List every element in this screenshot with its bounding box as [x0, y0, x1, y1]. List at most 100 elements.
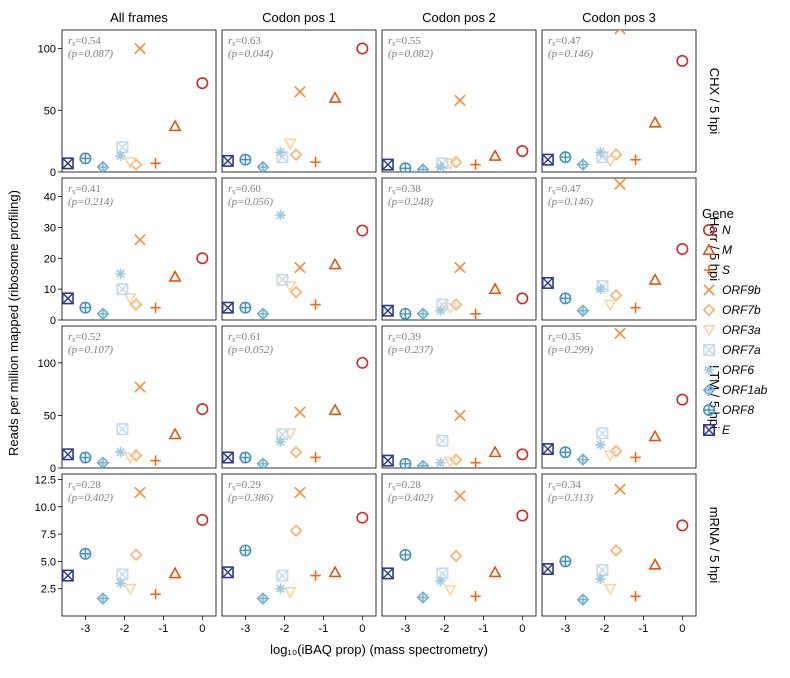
col-title: Codon pos 3: [582, 10, 656, 25]
panel: 050100rs=0.54(p=0.087): [38, 30, 216, 179]
row-title: CHX / 5 hpi: [707, 68, 722, 135]
legend-item: ORF7a: [704, 343, 761, 357]
legend-item: ORF7b: [704, 303, 761, 317]
x-tick-label: -1: [318, 623, 328, 635]
y-axis-label: Reads per million mapped (ribosome profi…: [6, 190, 21, 456]
panel: -3-2-10rs=0.29(p=0.386): [222, 474, 376, 635]
p-annotation: (p=0.299): [548, 344, 593, 356]
r-annotation: rs=0.61: [228, 331, 261, 344]
x-tick-label: -3: [241, 623, 251, 635]
x-tick-label: -1: [158, 623, 168, 635]
x-tick-label: -3: [81, 623, 91, 635]
legend-label: ORF7a: [722, 343, 761, 357]
y-tick-label: 0: [50, 167, 56, 179]
x-tick-label: -1: [638, 623, 648, 635]
p-annotation: (p=0.082): [388, 48, 433, 60]
legend-label: ORF7b: [722, 303, 761, 317]
p-annotation: (p=0.087): [68, 48, 113, 60]
y-tick-label: 50: [44, 105, 56, 117]
legend-label: ORF3a: [722, 323, 761, 337]
panel: rs=0.60(p=0.056): [222, 178, 376, 320]
r-annotation: rs=0.63: [228, 35, 261, 48]
panel: 0 50 100 rs=0.52(p=0.107): [38, 326, 216, 475]
r-annotation: rs=0.38: [388, 183, 421, 196]
panel: rs=0.63(p=0.044): [222, 30, 376, 172]
legend-label: ORF9b: [722, 283, 761, 297]
legend-item: ORF3a: [704, 323, 761, 337]
panel: 2.5 5.0 7.5 10.0 12.5 -3 -2 -1 0 rs=0.28(p=0.402): [35, 474, 216, 635]
panel: rs=0.38(p=0.248): [382, 178, 536, 320]
col-title: Codon pos 2: [422, 10, 496, 25]
panel: rs=0.47(p=0.146): [542, 178, 696, 320]
p-annotation: (p=0.237): [388, 344, 433, 356]
y-tick-label: 7.5: [41, 529, 56, 541]
r-annotation: rs=0.47: [548, 35, 581, 48]
panel: -3-2-10rs=0.34(p=0.313): [542, 474, 696, 635]
x-tick-label: -2: [119, 623, 129, 635]
y-tick-label: 30: [44, 222, 56, 234]
p-annotation: (p=0.214): [68, 196, 113, 208]
x-tick-label: 0: [359, 623, 365, 635]
legend-label: E: [722, 423, 731, 437]
p-annotation: (p=0.402): [388, 492, 433, 504]
panel: rs=0.61(p=0.052): [222, 326, 376, 469]
y-tick-label: 12.5: [35, 474, 56, 486]
panel: rs=0.39(p=0.237): [382, 326, 536, 471]
p-annotation: (p=0.146): [548, 196, 593, 208]
x-tick-label: 0: [679, 623, 685, 635]
legend-label: N: [722, 223, 731, 237]
y-tick-label: 20: [44, 253, 56, 265]
p-annotation: (p=0.146): [548, 48, 593, 60]
legend-label: M: [722, 243, 732, 257]
row-title: mRNA / 5 hpi: [707, 507, 722, 584]
p-annotation: (p=0.313): [548, 492, 593, 504]
y-tick-label: 100: [38, 358, 56, 370]
r-annotation: rs=0.52: [68, 331, 101, 344]
y-tick-label: 0: [50, 463, 56, 475]
y-tick-label: 10: [44, 284, 56, 296]
y-tick-label: 2.5: [41, 584, 56, 596]
r-annotation: rs=0.28: [68, 479, 101, 492]
legend-item: ORF8: [704, 403, 755, 417]
p-annotation: (p=0.248): [388, 196, 433, 208]
y-tick-label: 40: [44, 192, 56, 204]
x-axis-label: log₁₀(iBAQ prop) (mass spectrometry): [270, 642, 488, 657]
p-annotation: (p=0.052): [228, 344, 273, 356]
y-tick-label: 0: [50, 315, 56, 327]
legend-label: ORF6: [722, 363, 754, 377]
legend-item: ORF9b: [704, 283, 761, 297]
x-tick-label: -2: [439, 623, 449, 635]
p-annotation: (p=0.107): [68, 344, 113, 356]
x-tick-label: 0: [199, 623, 205, 635]
x-tick-label: -1: [478, 623, 488, 635]
p-annotation: (p=0.386): [228, 492, 273, 504]
r-annotation: rs=0.39: [388, 331, 421, 344]
p-annotation: (p=0.402): [68, 492, 113, 504]
r-annotation: rs=0.35: [548, 331, 581, 344]
p-annotation: (p=0.056): [228, 196, 273, 208]
y-tick-label: 10.0: [35, 502, 56, 514]
legend-label: ORF8: [722, 403, 754, 417]
x-tick-label: 0: [519, 623, 525, 635]
y-tick-label: 100: [38, 44, 56, 56]
col-title: Codon pos 1: [262, 10, 336, 25]
y-tick-label: 5.0: [41, 556, 56, 568]
panel: rs=0.35(p=0.299): [542, 326, 696, 468]
r-annotation: rs=0.60: [228, 183, 261, 196]
r-annotation: rs=0.47: [548, 183, 581, 196]
r-annotation: rs=0.28: [388, 479, 421, 492]
r-annotation: rs=0.55: [388, 35, 421, 48]
panel: 0 10 20 30 40 rs=0.41(p=0.214): [44, 178, 216, 327]
legend-label: ORF1ab: [722, 383, 768, 397]
panel: -3 -2 -1 0 rs=0.28(p=0.402): [382, 474, 536, 635]
panel: rs=0.55(p=0.082): [382, 30, 536, 175]
p-annotation: (p=0.044): [228, 48, 273, 60]
r-annotation: rs=0.41: [68, 183, 101, 196]
legend-title: Gene: [702, 206, 734, 221]
x-tick-label: -2: [279, 623, 289, 635]
legend-label: S: [722, 263, 730, 277]
x-tick-label: -3: [401, 623, 411, 635]
y-tick-label: 50: [44, 410, 56, 422]
r-annotation: rs=0.34: [548, 479, 581, 492]
panel: rs=0.47(p=0.146): [542, 24, 696, 172]
